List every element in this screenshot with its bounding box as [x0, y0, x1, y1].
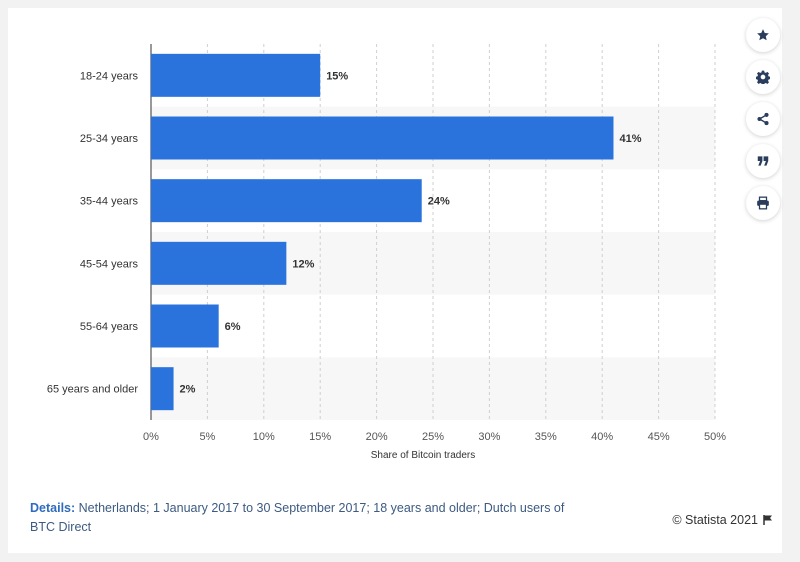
y-tick-label: 65 years and older — [47, 384, 138, 396]
bar — [151, 367, 174, 411]
quote-icon — [757, 156, 769, 166]
share-icon — [757, 112, 769, 126]
sidebar-toolbar — [746, 18, 782, 228]
y-tick-label: 25-34 years — [80, 133, 139, 145]
y-tick-label: 45-54 years — [80, 258, 139, 270]
data-label: 41% — [619, 133, 641, 145]
favorite-button[interactable] — [746, 18, 780, 52]
gear-icon — [756, 70, 770, 84]
footer-details: Details: Netherlands; 1 January 2017 to … — [30, 499, 570, 537]
settings-button[interactable] — [746, 60, 780, 94]
bar — [151, 241, 287, 285]
x-tick-label: 50% — [704, 431, 726, 443]
details-text: Netherlands; 1 January 2017 to 30 Septem… — [30, 501, 565, 534]
x-tick-label: 45% — [648, 431, 670, 443]
footer-copyright[interactable]: © Statista 2021 — [672, 513, 774, 527]
print-icon — [757, 196, 769, 210]
x-tick-label: 0% — [143, 431, 159, 443]
bar — [151, 53, 321, 97]
x-tick-label: 40% — [591, 431, 613, 443]
star-icon — [757, 29, 769, 41]
x-tick-label: 20% — [366, 431, 388, 443]
data-label: 15% — [326, 70, 348, 82]
x-tick-label: 30% — [478, 431, 500, 443]
x-axis-title: Share of Bitcoin traders — [371, 450, 476, 461]
cite-button[interactable] — [746, 144, 780, 178]
print-button[interactable] — [746, 186, 780, 220]
x-tick-label: 15% — [309, 431, 331, 443]
bar — [151, 304, 219, 348]
data-label: 6% — [225, 321, 241, 333]
share-button[interactable] — [746, 102, 780, 136]
y-tick-label: 35-44 years — [80, 196, 139, 208]
details-label: Details: — [30, 501, 76, 515]
data-label: 24% — [428, 196, 450, 208]
data-label: 12% — [292, 258, 314, 270]
bar — [151, 116, 614, 160]
x-tick-label: 10% — [253, 431, 275, 443]
copyright-text: © Statista 2021 — [672, 513, 758, 527]
x-tick-label: 5% — [199, 431, 215, 443]
flag-icon — [763, 515, 772, 525]
data-label: 2% — [180, 384, 196, 396]
x-tick-label: 35% — [535, 431, 557, 443]
y-tick-label: 55-64 years — [80, 321, 139, 333]
x-tick-label: 25% — [422, 431, 444, 443]
y-tick-label: 18-24 years — [80, 70, 139, 82]
bar — [151, 179, 422, 223]
